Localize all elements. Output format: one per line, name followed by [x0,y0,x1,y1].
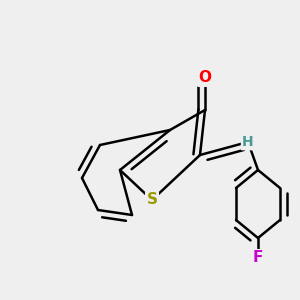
Text: S: S [146,193,158,208]
Text: F: F [253,250,263,266]
Text: H: H [242,135,254,149]
Text: O: O [199,70,212,86]
